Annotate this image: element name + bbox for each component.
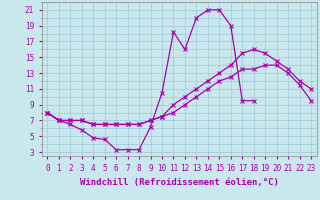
X-axis label: Windchill (Refroidissement éolien,°C): Windchill (Refroidissement éolien,°C) <box>80 178 279 187</box>
